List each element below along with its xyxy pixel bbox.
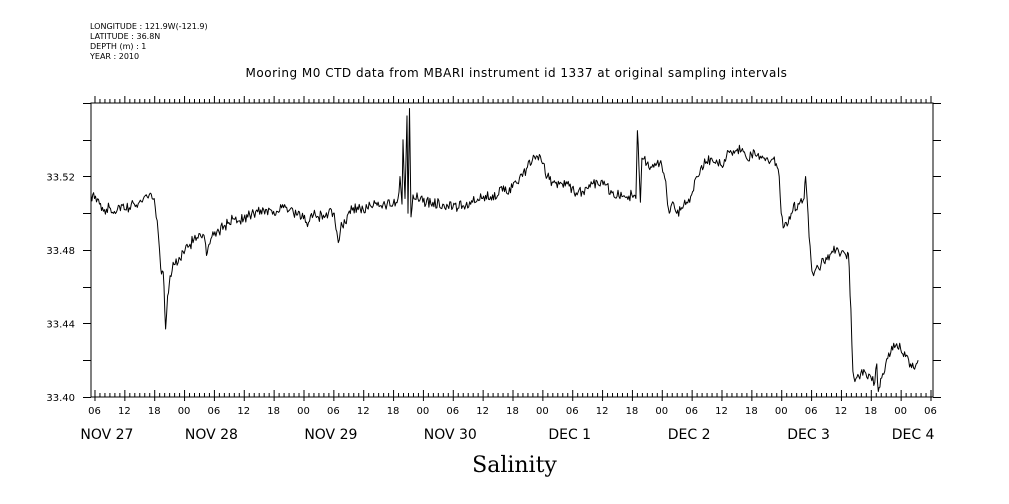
x-day-label: NOV 28 <box>185 427 238 443</box>
x-tick-label: 18 <box>148 406 161 417</box>
x-tick-label: 06 <box>685 406 698 417</box>
x-tick-label: 00 <box>178 406 191 417</box>
x-day-label: DEC 2 <box>668 427 711 443</box>
depth-text: DEPTH (m) : 1 <box>90 42 147 51</box>
metadata-block: LONGITUDE : 121.9W(-121.9) LATITUDE : 36… <box>90 22 208 62</box>
x-tick-label: 00 <box>775 406 788 417</box>
salinity-series-line <box>90 108 919 392</box>
x-tick-label: 12 <box>357 406 370 417</box>
y-tick-label: 33.48 <box>46 246 75 257</box>
x-tick-label: 12 <box>237 406 250 417</box>
x-tick-label: 06 <box>446 406 459 417</box>
x-tick-label: 06 <box>805 406 818 417</box>
latitude-text: LATITUDE : 36.8N <box>90 32 161 41</box>
x-tick-label: 18 <box>745 406 758 417</box>
x-tick-label: 06 <box>924 406 937 417</box>
y-tick-label: 33.40 <box>46 393 75 404</box>
x-tick-label: 06 <box>327 406 340 417</box>
x-tick-label: 12 <box>715 406 728 417</box>
x-tick-label: 12 <box>596 406 609 417</box>
x-tick-label: 18 <box>267 406 280 417</box>
x-tick-label: 18 <box>626 406 639 417</box>
x-tick-label: 00 <box>536 406 549 417</box>
x-day-label: NOV 27 <box>80 427 133 443</box>
x-tick-label: 18 <box>506 406 519 417</box>
x-day-label: NOV 30 <box>424 427 477 443</box>
x-tick-label: 12 <box>118 406 131 417</box>
x-day-label: DEC 1 <box>548 427 591 443</box>
x-tick-label: 18 <box>387 406 400 417</box>
x-day-label: NOV 29 <box>304 427 357 443</box>
plot-frame <box>90 102 934 398</box>
x-axis-title: Salinity <box>472 453 557 478</box>
x-day-label: DEC 3 <box>787 427 830 443</box>
year-text: YEAR : 2010 <box>90 52 140 61</box>
y-tick-label: 33.44 <box>46 320 75 331</box>
x-day-label: DEC 4 <box>892 427 935 443</box>
x-tick-label: 12 <box>835 406 848 417</box>
y-tick-label: 33.52 <box>46 173 75 184</box>
x-tick-label: 06 <box>88 406 101 417</box>
x-tick-label: 00 <box>894 406 907 417</box>
axes: 06 12 18 00 06 12 18 00 06 12 18 00 06 12 18 00 06 12 18 00… <box>46 96 941 443</box>
chart-title: Mooring M0 CTD data from MBARI instrumen… <box>245 66 788 80</box>
x-tick-label: 12 <box>476 406 489 417</box>
x-tick-label: 00 <box>297 406 310 417</box>
data-layer <box>90 108 919 392</box>
x-tick-label: 06 <box>566 406 579 417</box>
x-tick-label: 18 <box>864 406 877 417</box>
x-tick-label: 00 <box>655 406 668 417</box>
longitude-text: LONGITUDE : 121.9W(-121.9) <box>90 22 208 31</box>
x-tick-label: 06 <box>208 406 221 417</box>
x-tick-label: 00 <box>417 406 430 417</box>
